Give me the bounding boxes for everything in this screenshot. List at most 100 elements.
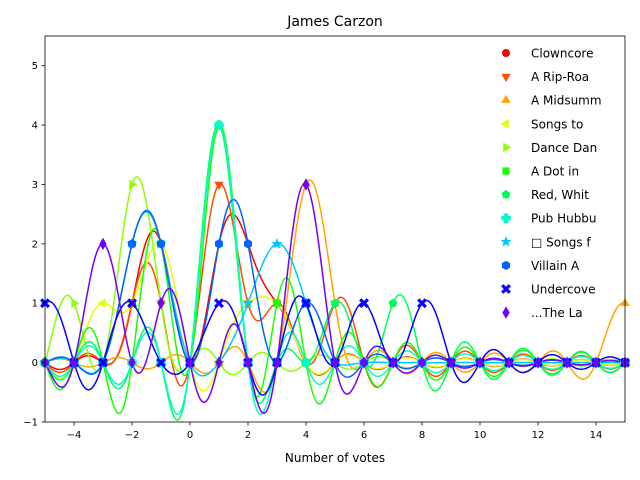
legend-item-4: Dance Dan (503, 141, 597, 155)
x-tick-label-9: 14 (590, 430, 603, 441)
data-point-11-9 (302, 178, 310, 191)
data-point-11-3 (128, 356, 136, 369)
data-point-7-9 (301, 357, 311, 368)
legend-label-1: A Rip-Roa (531, 70, 589, 84)
data-point-10-6 (214, 298, 224, 309)
data-point-10-3 (127, 298, 137, 309)
y-tick-label-0: −1 (23, 418, 38, 429)
legend-label-3: Songs to (531, 117, 583, 131)
legend-item-3: Songs to (500, 117, 583, 131)
data-point-9-4 (156, 239, 166, 249)
data-point-11-13 (418, 356, 426, 369)
legend-marker-5 (502, 167, 510, 175)
legend-item-6: Red, Whit (501, 188, 589, 202)
legend-item-9: Villain A (501, 259, 580, 273)
data-point-8-8 (271, 237, 283, 249)
legend-marker-0 (502, 49, 510, 57)
legend-marker-7 (501, 213, 511, 224)
legend-item-1: A Rip-Roa (501, 70, 589, 84)
data-point-11-17 (534, 356, 542, 369)
legend-marker-9 (501, 260, 511, 271)
legend-label-5: A Dot in (531, 165, 579, 179)
chart-title: James Carzon (286, 14, 383, 30)
data-point-10-11 (359, 298, 369, 309)
y-tick-label-1: 0 (32, 358, 38, 369)
legend-item-11: ...The La (502, 306, 583, 320)
data-point-11-6 (215, 356, 223, 369)
data-point-9-7 (243, 239, 253, 249)
y-tick-label-3: 2 (32, 239, 38, 250)
legend-item-5: A Dot in (502, 165, 579, 179)
x-tick-label-7: 10 (474, 430, 487, 441)
legend-marker-11 (502, 306, 510, 319)
data-point-10-9 (301, 298, 311, 309)
x-tick-label-6: 8 (419, 430, 425, 441)
y-tick-label-2: 1 (32, 299, 38, 310)
data-point-11-16 (505, 356, 513, 369)
data-point-11-5 (186, 356, 194, 369)
legend-marker-3 (500, 119, 509, 129)
data-point-11-19 (592, 356, 600, 369)
data-point-6-10 (330, 298, 340, 308)
data-point-11-8 (273, 356, 281, 369)
legend: Clowncore A Rip-Roa A Midsumm Songs to Dance… (500, 47, 602, 320)
data-point-10-13 (417, 298, 427, 309)
data-point-11-12 (389, 356, 397, 369)
data-point-10-2 (98, 357, 108, 368)
x-tick-label-8: 12 (532, 430, 545, 441)
data-point-10-4 (156, 357, 166, 368)
x-tick-label-2: 0 (187, 430, 193, 441)
data-point-11-14 (447, 356, 455, 369)
data-point-11-1 (70, 356, 78, 369)
data-point-8-7 (242, 297, 254, 309)
legend-label-9: Villain A (531, 259, 580, 273)
legend-marker-4 (503, 142, 512, 153)
data-point-11-18 (563, 356, 571, 369)
data-point-11-7 (244, 356, 252, 369)
x-tick-label-0: −4 (67, 430, 82, 441)
y-tick-label-4: 3 (32, 180, 38, 191)
legend-marker-6 (501, 189, 511, 199)
data-point-4-1 (71, 298, 80, 308)
x-tick-label-5: 6 (361, 430, 367, 441)
legend-label-2: A Midsumm (531, 94, 602, 108)
data-point-11-11 (360, 356, 368, 369)
data-point-7-6 (214, 120, 224, 130)
legend-label-10: Undercove (531, 283, 595, 297)
legend-label-7: Pub Hubbu (531, 212, 597, 226)
x-tick-label-4: 4 (303, 430, 309, 441)
legend-item-7: Pub Hubbu (501, 212, 597, 226)
legend-marker-8 (500, 235, 512, 247)
legend-marker-2 (501, 94, 511, 103)
data-point-11-4 (157, 297, 165, 310)
legend-label-6: Red, Whit (531, 188, 589, 202)
data-point-11-10 (331, 356, 339, 369)
legend-item-10: Undercove (501, 283, 595, 297)
data-point-9-6 (214, 239, 224, 249)
data-point-1-6 (214, 181, 224, 190)
x-tick-label-3: 2 (245, 430, 251, 441)
series-markers (39, 120, 631, 369)
y-tick-label-6: 5 (32, 61, 38, 72)
axes-frame (44, 35, 626, 423)
legend-marker-10 (501, 284, 511, 294)
data-point-9-3 (127, 239, 137, 249)
data-point-11-15 (476, 356, 484, 369)
legend-item-8: □ Songs f (500, 235, 591, 249)
data-point-5-8 (273, 299, 281, 307)
legend-item-0: Clowncore (502, 47, 593, 61)
y-tick-label-5: 4 (32, 121, 38, 132)
legend-label-0: Clowncore (531, 47, 593, 61)
data-point-6-12 (388, 298, 398, 308)
legend-label-11: ...The La (531, 306, 583, 320)
data-point-4-3 (129, 179, 138, 190)
data-point-11-2 (99, 237, 107, 251)
legend-label-4: Dance Dan (531, 141, 597, 155)
x-axis-label: Number of votes (285, 451, 385, 465)
legend-item-2: A Midsumm (501, 94, 602, 108)
legend-marker-1 (501, 73, 511, 82)
data-point-3-2 (97, 298, 106, 308)
x-tick-label-1: −2 (125, 430, 140, 441)
